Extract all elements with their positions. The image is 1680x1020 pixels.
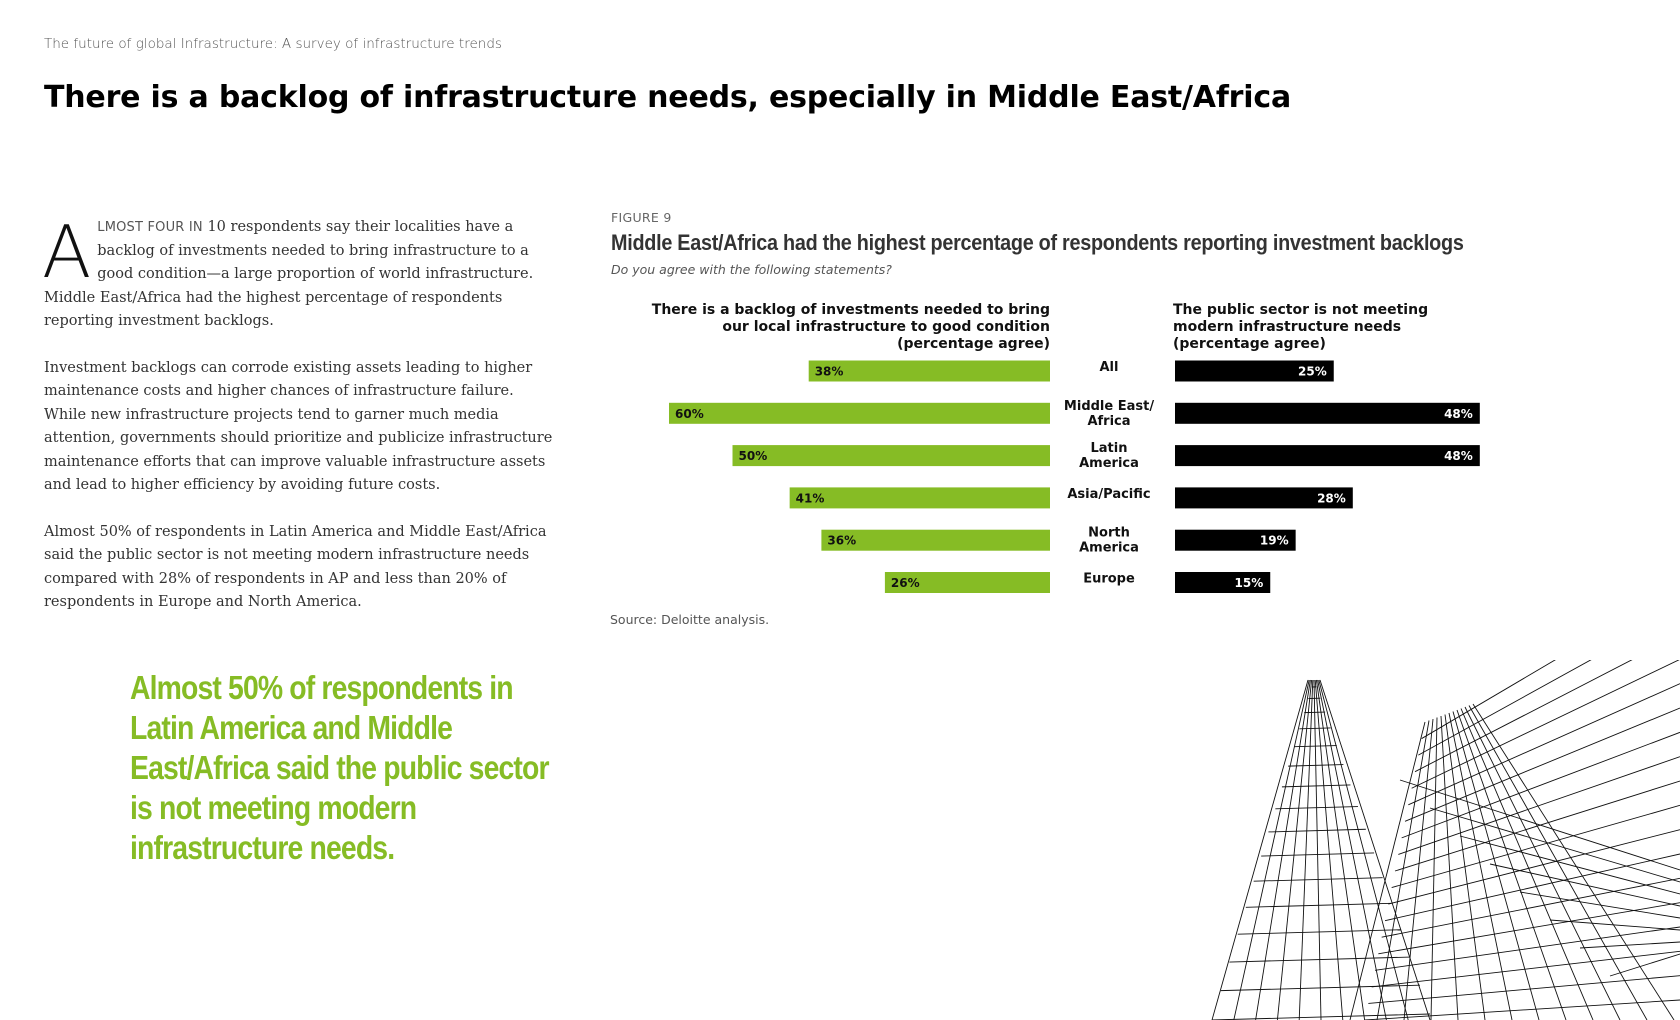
left-bar-value-label: 60% <box>675 407 704 421</box>
right-series-header-line: (percentage agree) <box>1173 336 1326 352</box>
right-series-header-line: The public sector is not meeting <box>1173 302 1428 318</box>
category-label: North <box>1088 526 1130 541</box>
right-bar-value-label: 15% <box>1235 576 1264 590</box>
left-bar-value-label: 50% <box>739 449 768 463</box>
page-headline: There is a backlog of infrastructure nee… <box>44 80 1291 115</box>
left-bar-value-label: 26% <box>891 576 920 590</box>
left-bar <box>808 360 1050 382</box>
figure-label: FIGURE 9 <box>611 210 672 225</box>
left-series-header-line: our local infrastructure to good conditi… <box>722 319 1050 335</box>
left-bar-value-label: 36% <box>827 534 856 548</box>
left-bar-value-label: 38% <box>815 365 844 379</box>
lead-smallcaps: LMOST FOUR IN <box>97 220 203 235</box>
left-series-header-line: (percentage agree) <box>897 336 1050 352</box>
body-paragraph-3: Almost 50% of respondents in Latin Ameri… <box>44 523 547 611</box>
drop-cap: A <box>42 210 92 294</box>
right-bar-value-label: 28% <box>1317 491 1346 505</box>
report-eyebrow: The future of global Infrastructure: A s… <box>44 36 502 52</box>
right-bar <box>1175 529 1296 551</box>
figure-source: Source: Deloitte analysis. <box>610 612 770 627</box>
left-bar <box>789 487 1050 509</box>
right-bar <box>1175 402 1480 424</box>
right-bar <box>1175 360 1334 382</box>
body-text-column: A LMOST FOUR IN 10 respondents say their … <box>42 210 554 638</box>
left-bar-value-label: 41% <box>796 491 825 505</box>
right-bar-value-label: 19% <box>1260 534 1289 548</box>
category-label: Middle East/ <box>1064 399 1154 414</box>
category-label: Latin <box>1091 441 1128 456</box>
category-label: America <box>1079 456 1139 471</box>
category-label: Africa <box>1087 414 1130 429</box>
right-bar-value-label: 48% <box>1444 407 1473 421</box>
left-bar <box>732 445 1050 467</box>
figure-title: Middle East/Africa had the highest perce… <box>611 230 1464 255</box>
right-bar-value-label: 25% <box>1298 365 1327 379</box>
building-wireframe-illustration <box>1211 660 1680 1020</box>
right-series-header-line: modern infrastructure needs <box>1173 319 1401 335</box>
lead-text: 10 respondents say their localities have… <box>44 219 534 329</box>
lead-paragraph: A LMOST FOUR IN 10 respondents say their … <box>42 210 554 334</box>
category-label: Asia/Pacific <box>1067 487 1150 502</box>
right-bar-value-label: 48% <box>1444 449 1473 463</box>
category-label: Europe <box>1083 572 1135 587</box>
figure-subtitle: Do you agree with the following statemen… <box>611 262 892 277</box>
category-label: All <box>1100 360 1119 375</box>
right-bar <box>1175 487 1353 509</box>
left-series-header-line: There is a backlog of investments needed… <box>652 302 1050 318</box>
pull-quote: Almost 50% of respondents in Latin Ameri… <box>130 669 550 866</box>
left-bar <box>669 402 1050 424</box>
left-bar <box>821 529 1050 551</box>
left-bar <box>884 572 1050 593</box>
right-bar <box>1175 445 1480 467</box>
body-paragraph-2: Investment backlogs can corrode existing… <box>44 359 553 494</box>
right-bar <box>1175 572 1271 593</box>
category-label: America <box>1079 541 1139 556</box>
